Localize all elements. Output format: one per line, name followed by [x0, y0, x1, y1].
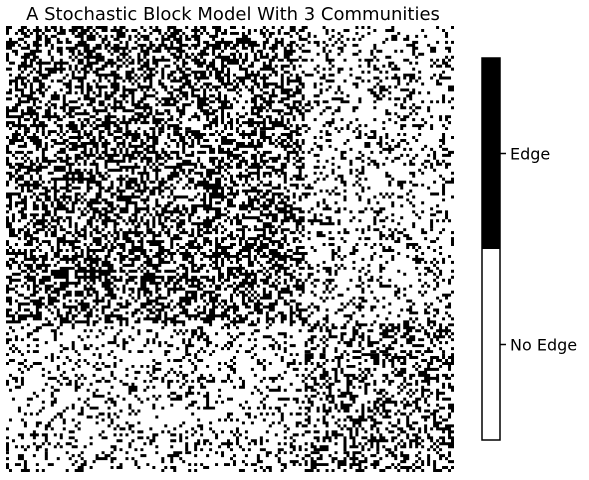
colorbar: Edge No Edge — [481, 57, 577, 441]
colorbar-frame — [481, 57, 501, 441]
colorbar-blocks — [482, 58, 500, 440]
colorbar-tick-label: No Edge — [510, 336, 577, 355]
colorbar-segment-edge — [482, 58, 500, 249]
adjacency-heatmap — [6, 26, 454, 472]
heatmap-cells — [6, 26, 454, 472]
colorbar-tick-label: Edge — [510, 145, 550, 164]
colorbar-ticks: Edge No Edge — [500, 145, 577, 355]
edge-cells — [6, 26, 454, 472]
chart-title: A Stochastic Block Model With 3 Communit… — [26, 4, 440, 25]
colorbar-segment-no-edge — [482, 249, 500, 440]
